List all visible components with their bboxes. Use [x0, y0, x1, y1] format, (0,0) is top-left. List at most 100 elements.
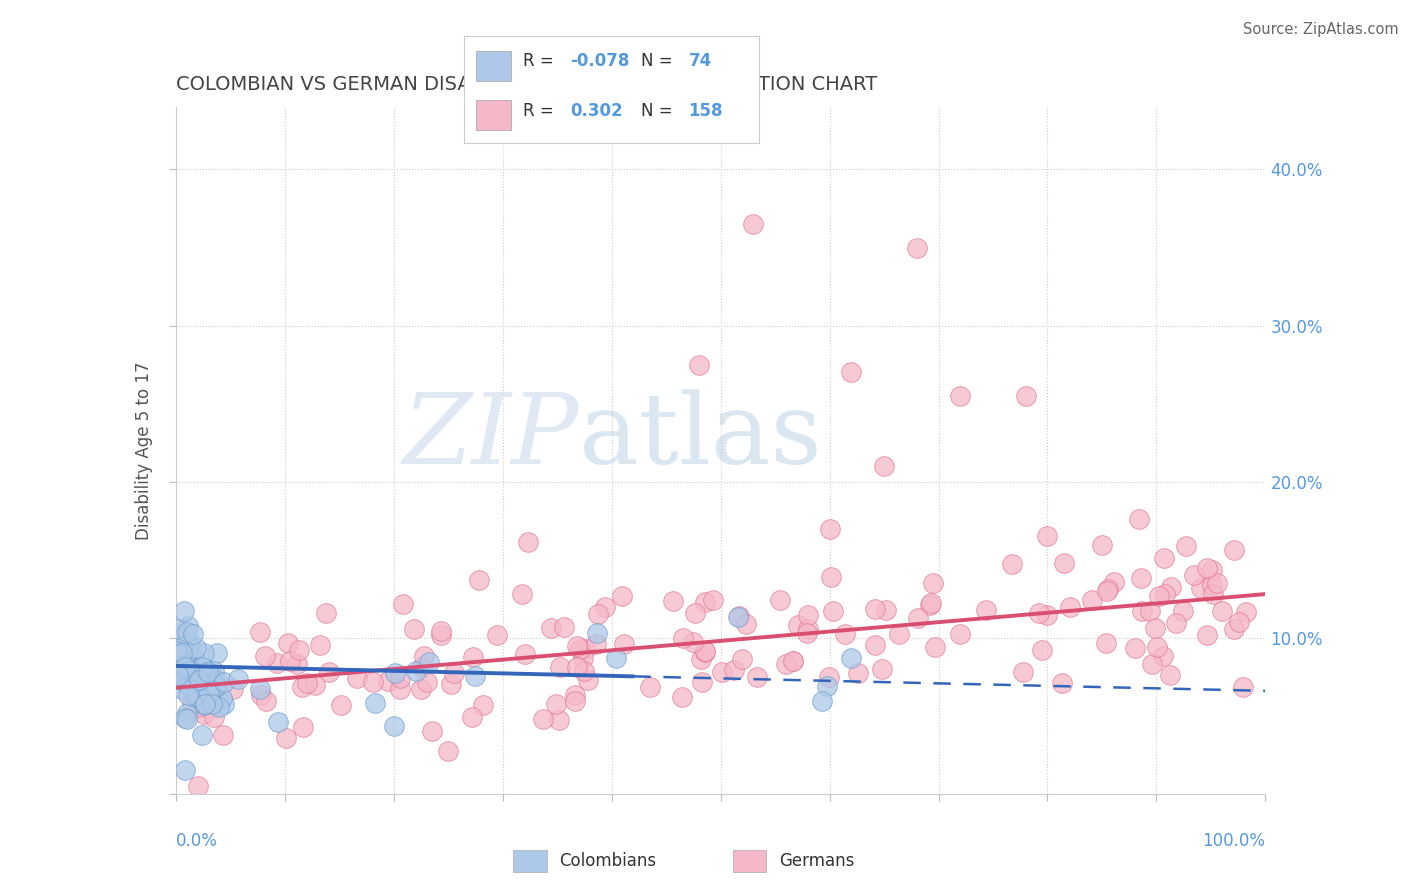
Point: [815, 679, 838, 693]
Point: [920, 596, 942, 610]
Point: [693, 595, 716, 609]
Point: [1201, 587, 1223, 601]
Point: [586, 607, 609, 621]
Point: [1227, 615, 1250, 630]
Text: Germans: Germans: [779, 852, 855, 870]
Y-axis label: Disability Age 5 to 17: Disability Age 5 to 17: [135, 361, 153, 540]
Point: [186, 661, 208, 675]
Point: [533, 712, 555, 726]
Point: [191, 681, 214, 695]
Point: [166, 628, 188, 642]
Point: [176, 645, 198, 659]
Point: [1036, 529, 1059, 543]
Point: [702, 593, 724, 607]
Point: [728, 609, 751, 624]
Point: [202, 664, 225, 678]
Text: Colombians: Colombians: [560, 852, 657, 870]
Point: [564, 689, 586, 703]
Point: [277, 636, 299, 650]
Point: [1223, 543, 1246, 558]
Point: [1050, 675, 1073, 690]
Point: [796, 625, 818, 640]
Point: [565, 639, 588, 653]
Text: atlas: atlas: [579, 389, 821, 484]
Point: [176, 706, 198, 720]
Point: [222, 681, 245, 696]
Point: [735, 617, 758, 632]
Bar: [513, 849, 547, 872]
Point: [516, 535, 538, 549]
Point: [172, 682, 194, 697]
Point: [1059, 599, 1081, 614]
Point: [695, 645, 717, 659]
Text: 0.302: 0.302: [571, 102, 623, 120]
Point: [363, 696, 385, 710]
Point: [174, 711, 197, 725]
Point: [821, 603, 844, 617]
Point: [389, 681, 412, 696]
Point: [1031, 643, 1053, 657]
Point: [796, 622, 818, 636]
Point: [174, 763, 197, 777]
Point: [1095, 584, 1118, 599]
Point: [193, 698, 215, 712]
Text: Source: ZipAtlas.com: Source: ZipAtlas.com: [1243, 22, 1399, 37]
Point: [546, 697, 568, 711]
Point: [165, 644, 187, 658]
Point: [266, 656, 288, 670]
Point: [569, 642, 592, 657]
Point: [346, 671, 368, 685]
Point: [787, 617, 810, 632]
Point: [416, 675, 439, 690]
Point: [166, 644, 188, 658]
Point: [863, 638, 886, 652]
Point: [467, 574, 489, 588]
Text: N =: N =: [641, 53, 678, 70]
Point: [682, 635, 704, 649]
Point: [863, 602, 886, 616]
Point: [690, 675, 713, 690]
Point: [1171, 604, 1194, 618]
Point: [949, 626, 972, 640]
Point: [485, 628, 508, 642]
Point: [688, 358, 710, 372]
Bar: [475, 100, 512, 130]
Point: [547, 713, 569, 727]
Point: [1153, 551, 1175, 566]
Point: [187, 699, 209, 714]
Point: [540, 621, 562, 635]
Point: [193, 646, 215, 660]
Point: [291, 680, 314, 694]
Point: [1174, 539, 1197, 553]
Point: [254, 694, 277, 708]
Point: [640, 680, 662, 694]
Point: [1015, 389, 1038, 403]
Point: [695, 644, 717, 658]
Point: [202, 710, 225, 724]
Point: [413, 648, 436, 663]
Point: [1028, 606, 1050, 620]
Text: -0.078: -0.078: [571, 53, 630, 70]
Point: [1095, 636, 1118, 650]
Point: [905, 240, 928, 255]
Point: [180, 696, 202, 710]
Point: [176, 712, 198, 726]
Point: [384, 719, 406, 733]
Point: [194, 669, 217, 683]
Point: [834, 627, 856, 641]
Point: [846, 666, 869, 681]
Point: [267, 714, 290, 729]
Point: [193, 707, 215, 722]
Point: [190, 728, 212, 742]
Point: [1164, 615, 1187, 630]
Point: [1139, 604, 1161, 618]
Point: [918, 598, 941, 612]
Bar: [475, 51, 512, 80]
Point: [690, 652, 713, 666]
Point: [461, 710, 484, 724]
Point: [1146, 640, 1168, 655]
Point: [1130, 604, 1153, 618]
Point: [226, 672, 249, 686]
Point: [205, 678, 228, 692]
Point: [212, 728, 235, 742]
